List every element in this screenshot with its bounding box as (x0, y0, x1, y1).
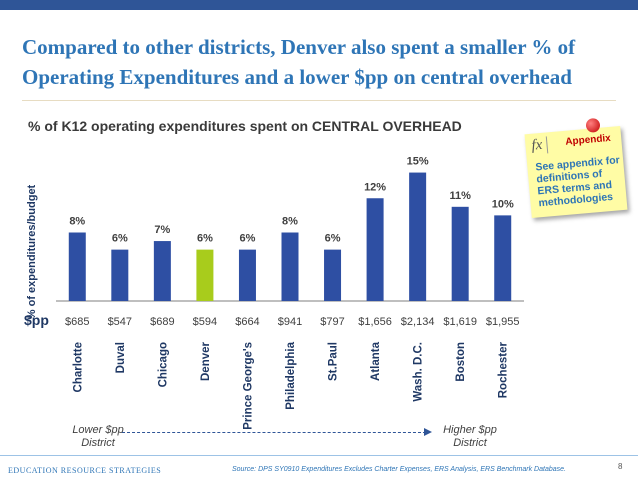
pp-arrow-line (122, 432, 426, 433)
category-label-3: Denver (200, 341, 212, 381)
footer-source: Source: DPS SY0910 Expenditures Excludes… (232, 466, 566, 473)
chart-subtitle: % of K12 operating expenditures spent on… (28, 118, 462, 134)
per-pupil-value-4: $664 (235, 316, 259, 328)
appendix-note[interactable]: fx Appendix See appendix for definitions… (524, 117, 628, 219)
bar-2 (153, 241, 171, 301)
bar-10 (494, 215, 512, 301)
per-pupil-value-7: $1,656 (358, 316, 392, 328)
lower-pp-label: Lower $pp District (72, 424, 124, 449)
value-label-9: 11% (449, 190, 471, 202)
bar-0 (68, 232, 86, 301)
per-pupil-value-6: $797 (320, 316, 344, 328)
slide-title: Compared to other districts, Denver also… (22, 35, 576, 89)
value-label-2: 7% (154, 224, 170, 236)
value-label-1: 6% (112, 233, 128, 245)
per-pupil-value-3: $594 (193, 316, 217, 328)
value-label-8: 15% (407, 156, 429, 168)
bar-9 (451, 206, 469, 301)
function-icon: fx (530, 136, 549, 155)
category-label-10: Rochester (498, 341, 510, 398)
pushpin-icon (585, 117, 601, 133)
top-accent-bar (0, 0, 638, 10)
footer-brand: Education Resource Strategies (8, 466, 162, 475)
category-label-7: Atlanta (370, 341, 382, 381)
page-number: 8 (618, 462, 623, 471)
per-pupil-value-5: $941 (278, 316, 302, 328)
bar-8 (409, 172, 427, 301)
per-pupil-value-2: $689 (150, 316, 174, 328)
category-label-4: Prince George's (242, 342, 254, 430)
category-label-5: Philadelphia (285, 341, 297, 409)
category-label-1: Duval (115, 342, 127, 373)
category-label-0: Charlotte (72, 342, 84, 392)
per-pupil-value-8: $2,134 (401, 316, 435, 328)
bar-3 (196, 249, 214, 301)
category-label-8: Wash. D.C. (413, 342, 425, 402)
category-label-9: Boston (455, 342, 467, 382)
value-label-5: 8% (282, 216, 298, 228)
value-label-6: 6% (325, 233, 341, 245)
value-label-4: 6% (240, 233, 256, 245)
per-pupil-value-0: $685 (65, 316, 89, 328)
appendix-text: See appendix for definitions of ERS term… (534, 154, 621, 210)
arrow-head-icon (424, 428, 432, 436)
footer-divider (0, 455, 638, 456)
bar-1 (111, 249, 129, 301)
per-pupil-row-label: $pp (24, 312, 49, 328)
bar-6 (324, 249, 342, 301)
bar-4 (238, 249, 256, 301)
appendix-heading: Appendix (564, 132, 612, 148)
bar-5 (281, 232, 299, 301)
per-pupil-value-10: $1,955 (486, 316, 520, 328)
value-label-7: 12% (364, 181, 386, 193)
higher-pp-label: Higher $pp District (443, 424, 497, 449)
title-divider (22, 100, 616, 101)
value-label-10: 10% (492, 198, 514, 210)
value-label-0: 8% (69, 216, 85, 228)
per-pupil-value-9: $1,619 (443, 316, 477, 328)
value-label-3: 6% (197, 233, 213, 245)
per-pupil-value-1: $547 (108, 316, 132, 328)
category-label-6: St.Paul (328, 342, 340, 381)
category-label-2: Chicago (157, 342, 169, 387)
bar-7 (366, 198, 384, 301)
